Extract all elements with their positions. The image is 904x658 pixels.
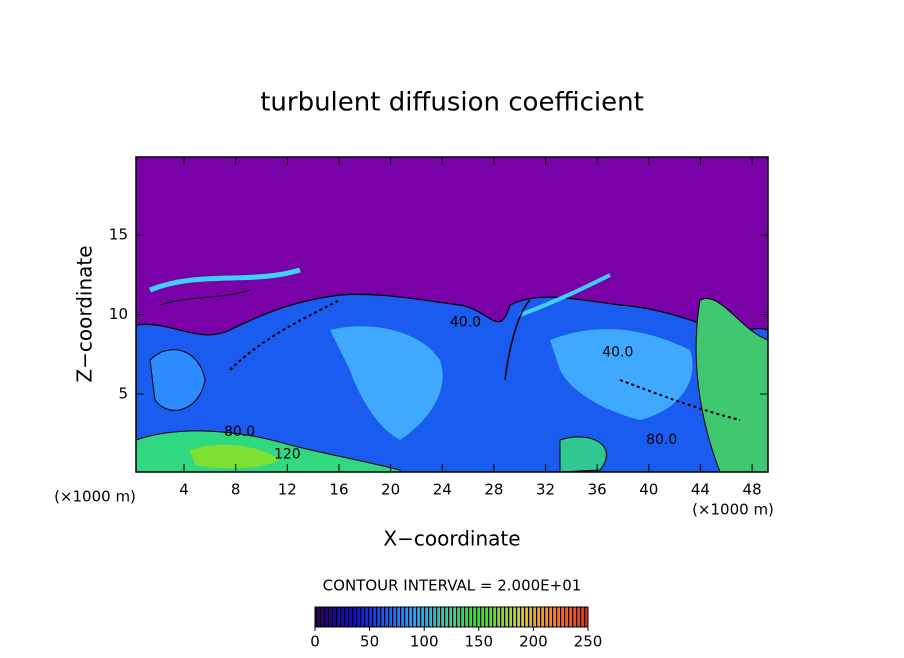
colorbar-stripes — [314, 606, 589, 628]
x-axis-title: X−coordinate — [383, 527, 520, 551]
x-unit: (×1000 m) — [692, 501, 774, 519]
x-tick-label: 28 — [484, 481, 503, 499]
y-axis-title: Z−coordinate — [73, 245, 97, 382]
field — [136, 157, 768, 472]
colorbar-tick-label: 150 — [464, 633, 493, 651]
y-tick-label: 5 — [118, 385, 128, 403]
x-tick-label: 36 — [588, 481, 607, 499]
y-tick-label: 10 — [109, 305, 128, 323]
colorbar-tick-label: 50 — [360, 633, 379, 651]
x-tick-label: 16 — [329, 481, 348, 499]
x-tick-label: 32 — [536, 481, 555, 499]
contour-label: 40.0 — [450, 314, 481, 330]
contour-interval: CONTOUR INTERVAL = 2.000E+01 — [323, 577, 582, 595]
contour-label: 80.0 — [224, 424, 255, 440]
contour-label: 40.0 — [602, 345, 633, 361]
x-tick-label: 48 — [743, 481, 762, 499]
x-tick-label: 8 — [231, 481, 241, 499]
contour-label: 120 — [274, 446, 301, 462]
colorbar-tick-label: 100 — [410, 633, 439, 651]
x-tick-label: 40 — [639, 481, 658, 499]
x-tick-label: 20 — [381, 481, 400, 499]
x-tick-label: 44 — [691, 481, 710, 499]
x-tick-label: 4 — [179, 481, 189, 499]
x-unit: (×1000 m) — [54, 488, 136, 506]
x-tick-label: 12 — [278, 481, 297, 499]
colorbar-tick-label: 0 — [310, 633, 320, 651]
colorbar-tick-label: 200 — [519, 633, 548, 651]
y-tick-label: 15 — [109, 226, 128, 244]
chart-title: turbulent diffusion coefficient — [260, 88, 644, 118]
x-tick-label: 24 — [433, 481, 452, 499]
colorbar-tick-label: 250 — [574, 633, 603, 651]
contour-label: 80.0 — [646, 432, 677, 448]
